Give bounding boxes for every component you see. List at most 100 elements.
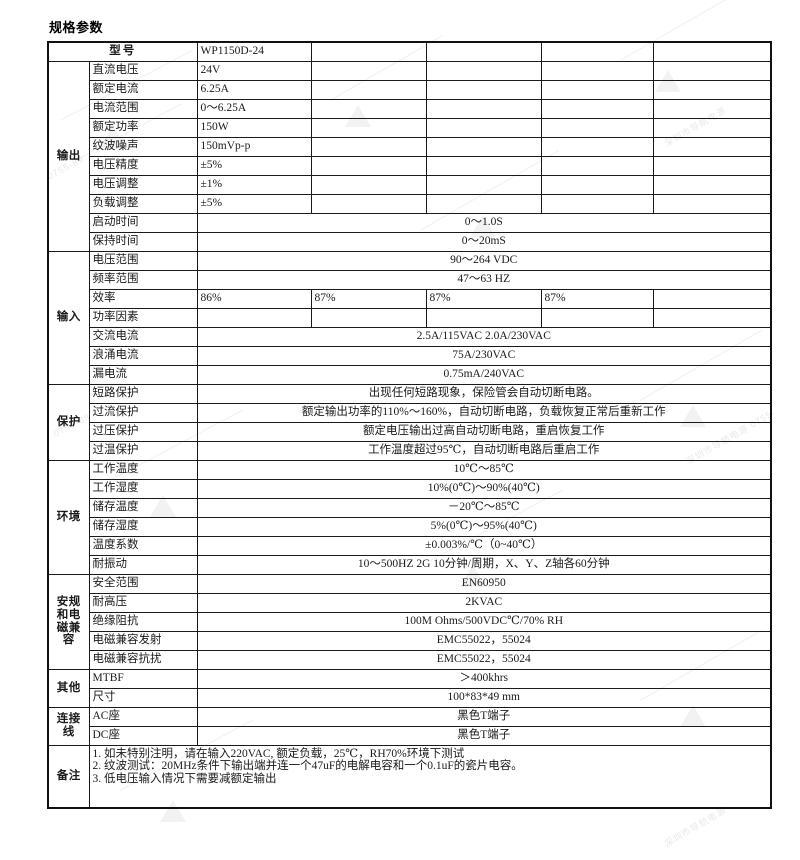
table-row: 绝缘阻抗 100M Ohms/500VDC℃/70% RH xyxy=(48,611,772,632)
table-row: 环境 工作温度 10℃～85℃ xyxy=(47,459,772,575)
table-row: 电压精度 ±5% xyxy=(48,155,772,176)
empty-cell xyxy=(310,98,427,119)
empty-cell xyxy=(540,117,654,138)
table-row: 电磁兼容发射 EMC55022，55024 xyxy=(48,630,772,651)
parameter-label: MTBF xyxy=(88,668,198,689)
parameter-value xyxy=(310,307,427,328)
parameter-value: 0～6.25A xyxy=(196,98,312,119)
empty-cell xyxy=(540,193,654,214)
remarks-spacer xyxy=(93,785,768,805)
table-row: 电磁兼容抗扰 EMC55022，55024 xyxy=(48,649,772,670)
parameter-label: 保持时间 xyxy=(88,231,198,252)
table-row: 纹波噪声 150mVp-p xyxy=(48,136,772,157)
remarks-content: 1. 如未特别注明，请在输入220VAC, 额定负载，25℃，RH70%环境下测… xyxy=(88,744,772,809)
empty-cell xyxy=(310,117,427,138)
table-row-remarks: 备注 1. 如未特别注明，请在输入220VAC, 额定负载，25℃，RH70%环境… xyxy=(47,744,772,809)
parameter-value: 黑色T端子 xyxy=(196,706,772,727)
parameter-value: 10%(0℃)～90%(40℃) xyxy=(196,478,772,499)
parameter-value: ＞400khrs xyxy=(196,668,772,689)
page-title: 规格参数 xyxy=(49,20,104,35)
table-body: 型号 WP1150D-24 输出 直流电压 24V 额定电流 6.25A 电流范围 0～6.25… xyxy=(47,41,772,809)
parameter-value: 100M Ohms/500VDC℃/70% RH xyxy=(196,611,772,632)
parameter-label: 效率 xyxy=(88,288,198,309)
parameter-value: 额定输出功率的110%～160%，自动切断电路，负载恢复正常后重新工作 xyxy=(196,402,772,423)
table-row: 额定电流 6.25A xyxy=(48,79,772,100)
table-row: 启动时间 0～1.0S xyxy=(48,212,772,233)
parameter-value: 47～63 HZ xyxy=(196,269,772,290)
empty-cell xyxy=(310,193,427,214)
empty-cell xyxy=(652,155,772,176)
parameter-value: 黑色T端子 xyxy=(196,725,772,746)
empty-cell xyxy=(425,136,542,157)
table-row: 浪涌电流 75A/230VAC xyxy=(48,345,772,366)
parameter-value: EN60950 xyxy=(196,573,772,594)
parameter-value: 出现任何短路现象，保险管会自动切断电路。 xyxy=(196,383,772,404)
table-row: 效率 86% 87% 87% 87% xyxy=(48,288,772,309)
empty-cell xyxy=(310,174,427,195)
parameter-value: ±5% xyxy=(196,155,312,176)
parameter-value: ±1% xyxy=(196,174,312,195)
parameter-value xyxy=(196,307,312,328)
table-row: 交流电流 2.5A/115VAC 2.0A/230VAC xyxy=(48,326,772,347)
parameter-value: 87% xyxy=(540,288,654,309)
empty-cell xyxy=(310,41,427,62)
section-label-2: 保护 xyxy=(47,383,90,461)
empty-cell xyxy=(425,193,542,214)
table-row: 储存温度 －20℃～85℃ xyxy=(48,497,772,518)
remark-line: 2. 纹波测试：20MHz条件下输出端并连一个47uF的电解电容和一个0.1uF… xyxy=(92,760,523,773)
model-label: 型号 xyxy=(47,41,198,62)
watermark-label: 深圳市导航电源 xyxy=(662,805,729,849)
empty-cell xyxy=(540,41,654,62)
empty-cell xyxy=(540,174,654,195)
parameter-label: 绝缘阻抗 xyxy=(88,611,198,632)
parameter-label: 纹波噪声 xyxy=(88,136,198,157)
empty-cell xyxy=(425,155,542,176)
parameter-label: 功率因素 xyxy=(88,307,198,328)
parameter-value: 工作温度超过95℃，自动切断电路后重启工作 xyxy=(196,440,772,461)
parameter-label: 直流电压 xyxy=(88,60,198,81)
table-row: 其他 MTBF ＞400khrs xyxy=(47,668,772,708)
parameter-label: 漏电流 xyxy=(88,364,198,385)
model-value: WP1150D-24 xyxy=(196,41,312,62)
table-row: 负载调整 ±5% xyxy=(48,193,772,214)
parameter-label: 启动时间 xyxy=(88,212,198,233)
empty-cell xyxy=(425,79,542,100)
parameter-label: 额定电流 xyxy=(88,79,198,100)
parameter-label: 储存温度 xyxy=(88,497,198,518)
parameter-value: 87% xyxy=(425,288,542,309)
table-row: 保持时间 0～20mS xyxy=(48,231,772,252)
empty-cell xyxy=(652,98,772,119)
parameter-label: 额定功率 xyxy=(88,117,198,138)
table-row: 连接线 AC座 黑色T端子 xyxy=(47,706,772,746)
parameter-label: 电磁兼容发射 xyxy=(88,630,198,651)
table-row: 电压调整 ±1% xyxy=(48,174,772,195)
section-label-5: 其他 xyxy=(47,668,90,708)
empty-cell xyxy=(540,155,654,176)
parameter-value xyxy=(425,307,542,328)
specification-table: 型号 WP1150D-24 输出 直流电压 24V 额定电流 6.25A 电流范围 0～6.25… xyxy=(47,41,772,810)
remark-line: 1. 如未特别注明，请在输入220VAC, 额定负载，25℃，RH70%环境下测… xyxy=(92,747,465,760)
empty-cell xyxy=(310,60,427,81)
parameter-value xyxy=(540,307,654,328)
parameter-label: 过流保护 xyxy=(88,402,198,423)
table-row: 温度系数 ±0.003%/℃（0~40℃） xyxy=(48,535,772,556)
remarks-label: 备注 xyxy=(47,744,90,809)
parameter-value: EMC55022，55024 xyxy=(196,630,772,651)
table-row: 安规和电磁兼容 安全范围 EN60950 xyxy=(47,573,772,670)
parameter-label: 浪涌电流 xyxy=(88,345,198,366)
parameter-label: 安全范围 xyxy=(88,573,198,594)
parameter-value: 0.75mA/240VAC xyxy=(196,364,772,385)
parameter-value: 0～1.0S xyxy=(196,212,772,233)
parameter-value: 75A/230VAC xyxy=(196,345,772,366)
section-label-6: 连接线 xyxy=(47,706,90,746)
table-row: 过温保护 工作温度超过95℃，自动切断电路后重启工作 xyxy=(48,440,772,461)
parameter-label: 电压调整 xyxy=(88,174,198,195)
empty-cell xyxy=(652,193,772,214)
table-row: 额定功率 150W xyxy=(48,117,772,138)
parameter-label: 储存湿度 xyxy=(88,516,198,537)
parameter-value: ±5% xyxy=(196,193,312,214)
parameter-value: 额定电压输出过高自动切断电路，重启恢复工作 xyxy=(196,421,772,442)
empty-cell xyxy=(652,307,772,328)
table-row: 过压保护 额定电压输出过高自动切断电路，重启恢复工作 xyxy=(48,421,772,442)
parameter-value: 5%(0℃)～95%(40℃) xyxy=(196,516,772,537)
